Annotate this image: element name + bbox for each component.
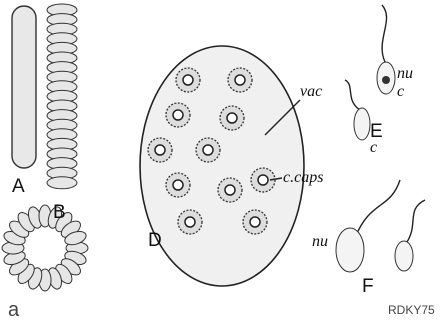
capsule-core	[182, 74, 194, 86]
cell-e	[353, 107, 371, 141]
pointer	[269, 177, 283, 181]
pointer	[264, 99, 301, 136]
colony-d	[139, 45, 305, 287]
flagellum	[381, 4, 388, 63]
capsule-core	[154, 144, 166, 156]
label: F	[362, 276, 374, 297]
flagellum	[344, 79, 361, 111]
capsule-core	[172, 109, 184, 121]
capsule-core	[234, 74, 246, 86]
nucleus	[382, 76, 390, 84]
segmented-rod-b	[46, 3, 78, 190]
label: A	[12, 176, 25, 197]
annotation: vac	[300, 83, 322, 100]
annotation: c	[370, 139, 377, 156]
capsule-core	[257, 174, 269, 186]
capsule-core	[249, 216, 261, 228]
capsule-core	[226, 112, 238, 124]
cell-f	[394, 240, 414, 272]
cell-f	[335, 227, 365, 273]
annotation: nu	[397, 65, 413, 82]
label: D	[148, 230, 162, 251]
rod-a	[11, 5, 37, 169]
annotation: c	[397, 83, 404, 100]
annotation: c.caps	[283, 169, 323, 186]
capsules	[147, 67, 276, 235]
capsule-core	[172, 179, 184, 191]
flagellum	[354, 179, 401, 239]
watermark-bar	[0, 298, 443, 320]
watermark-logo: a	[8, 299, 20, 320]
annotation: nu	[312, 233, 328, 250]
capsule-core	[184, 216, 196, 228]
label: B	[53, 202, 66, 223]
segment	[46, 176, 78, 190]
capsule-core	[224, 184, 236, 196]
label: E	[370, 121, 383, 142]
ring-segment	[64, 230, 87, 246]
capsule-core	[202, 144, 214, 156]
watermark-code: RDKY75	[388, 303, 435, 317]
ring-c	[1, 204, 89, 292]
flagellum	[404, 199, 426, 246]
